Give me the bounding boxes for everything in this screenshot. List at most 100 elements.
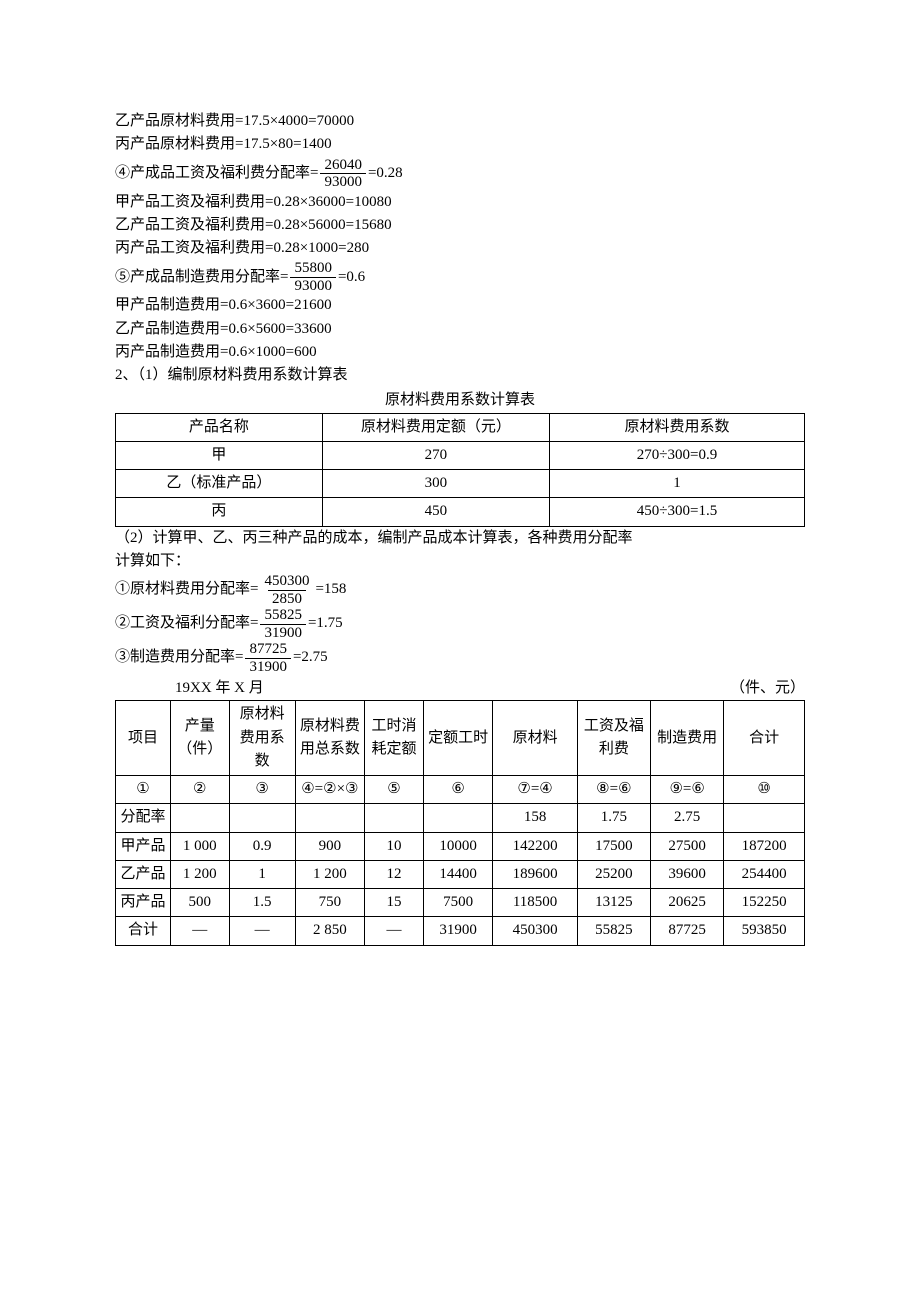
formula-line: ⑤产成品制造费用分配率= 55800 93000 =0.6: [115, 260, 805, 294]
table-cell: 270÷300=0.9: [550, 441, 805, 469]
table-cell: 10: [365, 832, 424, 860]
table-cell: 分配率: [116, 804, 171, 832]
table-cell: ⑤: [365, 776, 424, 804]
table-cell: 1: [229, 860, 295, 888]
table-row: 项目 产量（件） 原材料费用系数 原材料费用总系数 工时消耗定额 定额工时 原材…: [116, 701, 805, 776]
table-cell: 乙（标准产品）: [116, 470, 323, 498]
table-cell: 合计: [116, 917, 171, 945]
date-label: 19XX 年 X 月: [115, 677, 264, 700]
table-row: 甲 270 270÷300=0.9: [116, 441, 805, 469]
table-cell: 450÷300=1.5: [550, 498, 805, 526]
fraction: 450300 2850: [260, 573, 313, 607]
denominator: 93000: [290, 277, 336, 295]
table-header: 合计: [724, 701, 805, 776]
table-cell: 27500: [651, 832, 724, 860]
text-line: 乙产品原材料费用=17.5×4000=70000: [115, 110, 805, 133]
numerator: 450300: [260, 573, 313, 590]
table-cell: ④=②×③: [295, 776, 365, 804]
table-cell: ①: [116, 776, 171, 804]
table-cell: —: [365, 917, 424, 945]
formula-post: =2.75: [293, 646, 328, 669]
table-cell: 158: [493, 804, 577, 832]
table-cell: 甲产品: [116, 832, 171, 860]
table-caption-row: 19XX 年 X 月 （件、元）: [115, 677, 805, 700]
table-cell: 270: [322, 441, 549, 469]
formula-post: =1.75: [308, 612, 343, 635]
formula-pre: ④产成品工资及福利费分配率=: [115, 162, 318, 185]
text-line: 2、（1）编制原材料费用系数计算表: [115, 364, 805, 387]
table-cell: 187200: [724, 832, 805, 860]
formula-post: =158: [315, 578, 346, 601]
formula-pre: ③制造费用分配率=: [115, 646, 243, 669]
text-line: 丙产品原材料费用=17.5×80=1400: [115, 133, 805, 156]
table-cell: —: [170, 917, 229, 945]
table-cell: 丙: [116, 498, 323, 526]
table-cell: 12: [365, 860, 424, 888]
table-cell: ⑧=⑥: [577, 776, 650, 804]
table-cell: 14400: [423, 860, 493, 888]
fraction: 26040 93000: [320, 157, 366, 191]
table-cell: [423, 804, 493, 832]
table-header: 产量（件）: [170, 701, 229, 776]
table-row: 乙产品 1 200 1 1 200 12 14400 189600 25200 …: [116, 860, 805, 888]
numerator: 87725: [245, 641, 291, 658]
table-cell: ②: [170, 776, 229, 804]
table-header: 工资及福利费: [577, 701, 650, 776]
text-line: 乙产品制造费用=0.6×5600=33600: [115, 318, 805, 341]
formula-line: ②工资及福利分配率= 55825 31900 =1.75: [115, 607, 805, 641]
table-cell: 142200: [493, 832, 577, 860]
table-cell: [229, 804, 295, 832]
table-cell: [365, 804, 424, 832]
table-cell: ⑨=⑥: [651, 776, 724, 804]
formula-post: =0.28: [368, 162, 403, 185]
table-cell: 450300: [493, 917, 577, 945]
table-row: 甲产品 1 000 0.9 900 10 10000 142200 17500 …: [116, 832, 805, 860]
numerator: 55825: [260, 607, 306, 624]
table-cell: 2.75: [651, 804, 724, 832]
table-cell: 189600: [493, 860, 577, 888]
table-row: 合计 — — 2 850 — 31900 450300 55825 87725 …: [116, 917, 805, 945]
table-row: ① ② ③ ④=②×③ ⑤ ⑥ ⑦=④ ⑧=⑥ ⑨=⑥ ⑩: [116, 776, 805, 804]
table-cell: 300: [322, 470, 549, 498]
numerator: 26040: [320, 157, 366, 174]
table-cell: 39600: [651, 860, 724, 888]
table-cell: 900: [295, 832, 365, 860]
formula-line: ④产成品工资及福利费分配率= 26040 93000 =0.28: [115, 157, 805, 191]
table-header: 原材料费用总系数: [295, 701, 365, 776]
text-line: 乙产品工资及福利费用=0.28×56000=15680: [115, 214, 805, 237]
table-cell: ⑦=④: [493, 776, 577, 804]
formula-post: =0.6: [338, 266, 365, 289]
table-cell: 25200: [577, 860, 650, 888]
table-cell: ③: [229, 776, 295, 804]
table-header: 工时消耗定额: [365, 701, 424, 776]
formula-pre: ②工资及福利分配率=: [115, 612, 258, 635]
table-row: 乙（标准产品） 300 1: [116, 470, 805, 498]
table-cell: 87725: [651, 917, 724, 945]
text-line: 甲产品工资及福利费用=0.28×36000=10080: [115, 191, 805, 214]
table-row: 丙产品 500 1.5 750 15 7500 118500 13125 206…: [116, 889, 805, 917]
table-cell: [724, 804, 805, 832]
table-cell: 13125: [577, 889, 650, 917]
table-cell: 1: [550, 470, 805, 498]
table-cell: 2 850: [295, 917, 365, 945]
formula-pre: ⑤产成品制造费用分配率=: [115, 266, 288, 289]
denominator: 31900: [260, 624, 306, 642]
table-cell: 450: [322, 498, 549, 526]
table-cell: 31900: [423, 917, 493, 945]
table-cell: 55825: [577, 917, 650, 945]
text-line: 丙产品工资及福利费用=0.28×1000=280: [115, 237, 805, 260]
coefficient-table: 产品名称 原材料费用定额（元） 原材料费用系数 甲 270 270÷300=0.…: [115, 413, 805, 527]
table-header: 定额工时: [423, 701, 493, 776]
table-cell: 丙产品: [116, 889, 171, 917]
table-header: 制造费用: [651, 701, 724, 776]
table-row: 分配率 158 1.75 2.75: [116, 804, 805, 832]
table-cell: 750: [295, 889, 365, 917]
table-row: 产品名称 原材料费用定额（元） 原材料费用系数: [116, 413, 805, 441]
unit-label: （件、元）: [730, 677, 805, 700]
formula-pre: ①原材料费用分配率=: [115, 578, 258, 601]
table-row: 丙 450 450÷300=1.5: [116, 498, 805, 526]
text-line: 甲产品制造费用=0.6×3600=21600: [115, 294, 805, 317]
table-header: 原材料费用定额（元）: [322, 413, 549, 441]
fraction: 55800 93000: [290, 260, 336, 294]
table-cell: 1 200: [295, 860, 365, 888]
